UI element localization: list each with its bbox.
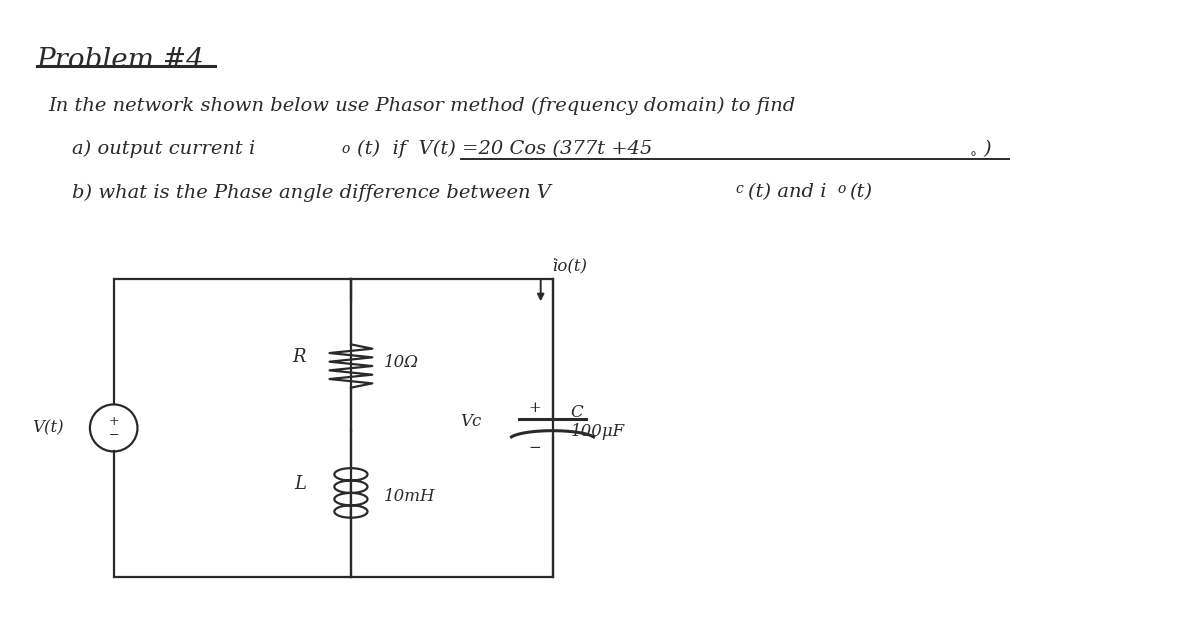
Text: o: o xyxy=(838,182,846,196)
Text: a) output current i: a) output current i xyxy=(72,140,256,158)
Text: (t) and i: (t) and i xyxy=(749,184,827,201)
Text: −: − xyxy=(528,441,541,454)
Text: In the network shown below use Phasor method (frequency domain) to find: In the network shown below use Phasor me… xyxy=(48,97,796,115)
Text: 100μF: 100μF xyxy=(570,423,624,439)
Text: b) what is the Phase angle difference between V: b) what is the Phase angle difference be… xyxy=(72,184,551,202)
Text: o: o xyxy=(342,142,350,156)
Text: (t)  if  V(t) =20 Cos (377t +45: (t) if V(t) =20 Cos (377t +45 xyxy=(356,140,653,158)
Text: 10Ω: 10Ω xyxy=(384,354,419,372)
Text: +: + xyxy=(528,401,541,415)
Text: V(t): V(t) xyxy=(32,420,65,436)
Text: C: C xyxy=(570,404,583,421)
Text: Problem #4: Problem #4 xyxy=(36,47,204,74)
Text: −: − xyxy=(108,429,119,442)
Text: °: ° xyxy=(970,151,977,165)
Text: L: L xyxy=(294,475,306,492)
Text: c: c xyxy=(736,182,743,196)
Text: i̇o(t): i̇o(t) xyxy=(552,258,588,275)
Text: ): ) xyxy=(983,140,991,158)
Text: +: + xyxy=(108,415,119,429)
Text: R: R xyxy=(293,348,306,366)
Text: 10mH: 10mH xyxy=(384,487,436,505)
Text: Vc: Vc xyxy=(460,413,481,430)
Text: (t): (t) xyxy=(850,184,872,201)
